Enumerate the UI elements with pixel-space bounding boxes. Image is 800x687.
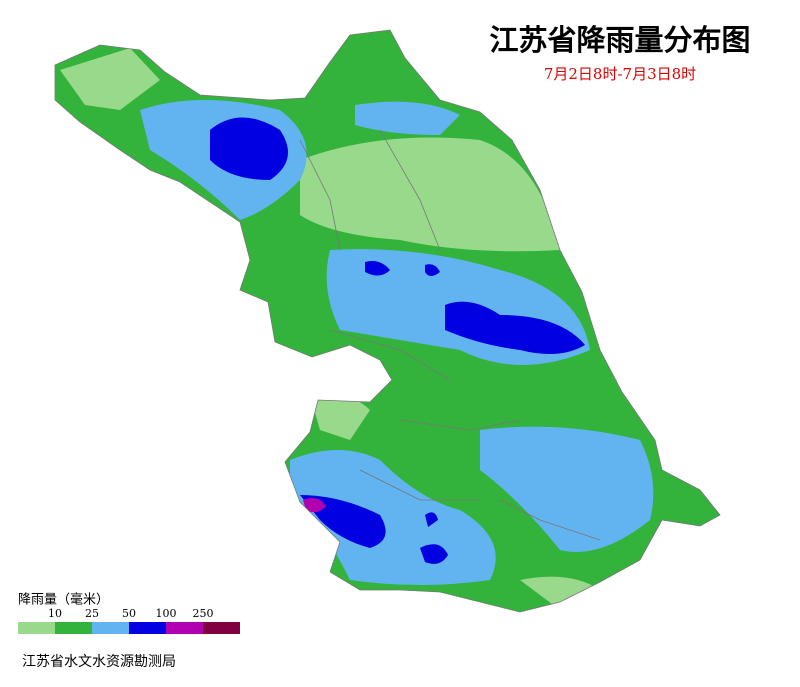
legend-swatch (129, 622, 166, 634)
legend-swatch (203, 622, 240, 634)
legend: 10 25 50 100 250 (18, 607, 240, 634)
legend-break-label: 250 (193, 607, 214, 620)
legend-break-label: 10 (48, 607, 62, 620)
rain-zone (210, 117, 288, 180)
rain-zone (480, 426, 654, 552)
rain-zone (520, 576, 600, 610)
city-borders (299, 129, 601, 541)
legend-break-label: 50 (122, 607, 136, 620)
rain-zone (425, 512, 438, 527)
rain-zone (445, 301, 585, 354)
map-title: 江苏省降雨量分布图 (489, 23, 750, 57)
legend-swatch (18, 622, 55, 634)
legend-swatch (55, 622, 92, 634)
rain-zone (303, 498, 326, 513)
source-note: 江苏省水文水资源勘测局 (22, 654, 176, 670)
rain-zone (420, 544, 448, 564)
rain-zone (355, 101, 460, 135)
legend-break-label: 100 (156, 607, 177, 620)
map-subtitle: 7月2日8时-7月3日8时 (544, 65, 696, 83)
legend-break-label: 25 (85, 607, 99, 620)
rain-zone (60, 48, 160, 110)
rain-zone (300, 137, 560, 252)
rain-zone (365, 261, 390, 276)
rain-zone (425, 264, 440, 276)
legend-title: 降雨量（毫米） (18, 592, 109, 608)
rain-zone (310, 394, 370, 440)
legend-swatch (92, 622, 129, 634)
legend-swatch (166, 622, 203, 634)
